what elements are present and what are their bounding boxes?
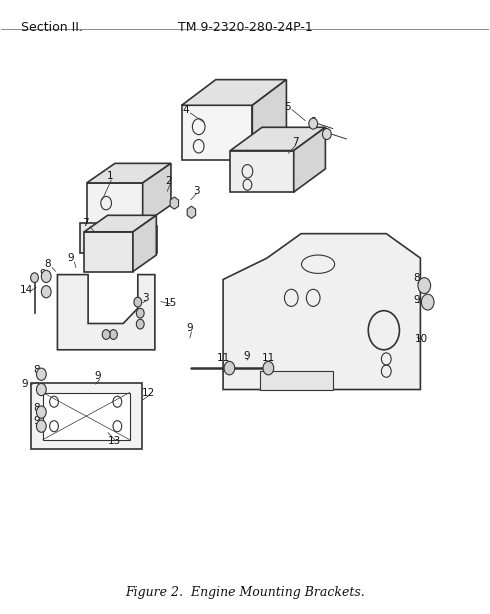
Polygon shape (170, 197, 178, 209)
Text: Figure 2.  Engine Mounting Brackets.: Figure 2. Engine Mounting Brackets. (125, 586, 365, 599)
Text: 9: 9 (413, 295, 420, 305)
Polygon shape (182, 80, 287, 105)
Circle shape (418, 278, 431, 293)
Text: 11: 11 (217, 353, 230, 363)
Polygon shape (223, 234, 420, 389)
Circle shape (136, 319, 144, 329)
Text: 12: 12 (142, 387, 155, 398)
Polygon shape (87, 183, 143, 225)
Text: 7: 7 (292, 137, 298, 147)
Polygon shape (187, 206, 196, 219)
Polygon shape (143, 163, 171, 225)
Circle shape (36, 383, 46, 395)
Circle shape (322, 128, 331, 139)
Circle shape (102, 330, 110, 340)
Polygon shape (252, 80, 287, 160)
Circle shape (36, 368, 46, 380)
Text: 1: 1 (107, 171, 114, 181)
Text: 8: 8 (413, 273, 420, 283)
Circle shape (41, 270, 51, 282)
Polygon shape (182, 105, 252, 160)
Circle shape (136, 308, 144, 318)
Polygon shape (230, 150, 294, 192)
Text: 5: 5 (284, 101, 291, 112)
Polygon shape (80, 223, 157, 253)
Text: 14: 14 (20, 286, 33, 295)
Text: 9: 9 (39, 269, 46, 279)
Polygon shape (43, 392, 129, 440)
Text: 9: 9 (186, 323, 193, 333)
Circle shape (134, 297, 142, 307)
Text: 11: 11 (262, 353, 275, 363)
Circle shape (421, 294, 434, 310)
Text: 13: 13 (108, 437, 121, 446)
Text: TM 9-2320-280-24P-1: TM 9-2320-280-24P-1 (177, 21, 313, 34)
Text: 8: 8 (44, 259, 50, 269)
Text: 9: 9 (22, 379, 28, 389)
Text: 9: 9 (67, 253, 74, 263)
Text: 9: 9 (33, 416, 40, 426)
Polygon shape (133, 216, 156, 271)
Text: 7: 7 (82, 218, 89, 228)
Text: 6: 6 (309, 117, 316, 128)
Circle shape (36, 420, 46, 432)
Circle shape (224, 362, 235, 375)
Circle shape (309, 118, 318, 129)
Polygon shape (84, 216, 156, 232)
Text: 9: 9 (244, 351, 250, 361)
Circle shape (36, 406, 46, 418)
Circle shape (110, 330, 117, 340)
Polygon shape (230, 127, 325, 150)
Polygon shape (30, 383, 142, 449)
Text: 3: 3 (142, 293, 149, 303)
Text: 3: 3 (193, 186, 199, 196)
Text: 8: 8 (33, 403, 40, 413)
Circle shape (41, 286, 51, 298)
Circle shape (263, 362, 274, 375)
Text: 9: 9 (95, 371, 101, 381)
Polygon shape (294, 127, 325, 192)
Polygon shape (260, 371, 333, 389)
Polygon shape (84, 232, 133, 271)
Polygon shape (57, 274, 155, 350)
Text: Section II.: Section II. (21, 21, 83, 34)
Text: 8: 8 (33, 365, 40, 375)
Text: 15: 15 (163, 298, 176, 308)
Text: 2: 2 (166, 176, 172, 186)
Text: 10: 10 (415, 335, 428, 344)
Circle shape (30, 273, 38, 282)
Polygon shape (87, 163, 171, 183)
Text: 4: 4 (182, 105, 189, 115)
